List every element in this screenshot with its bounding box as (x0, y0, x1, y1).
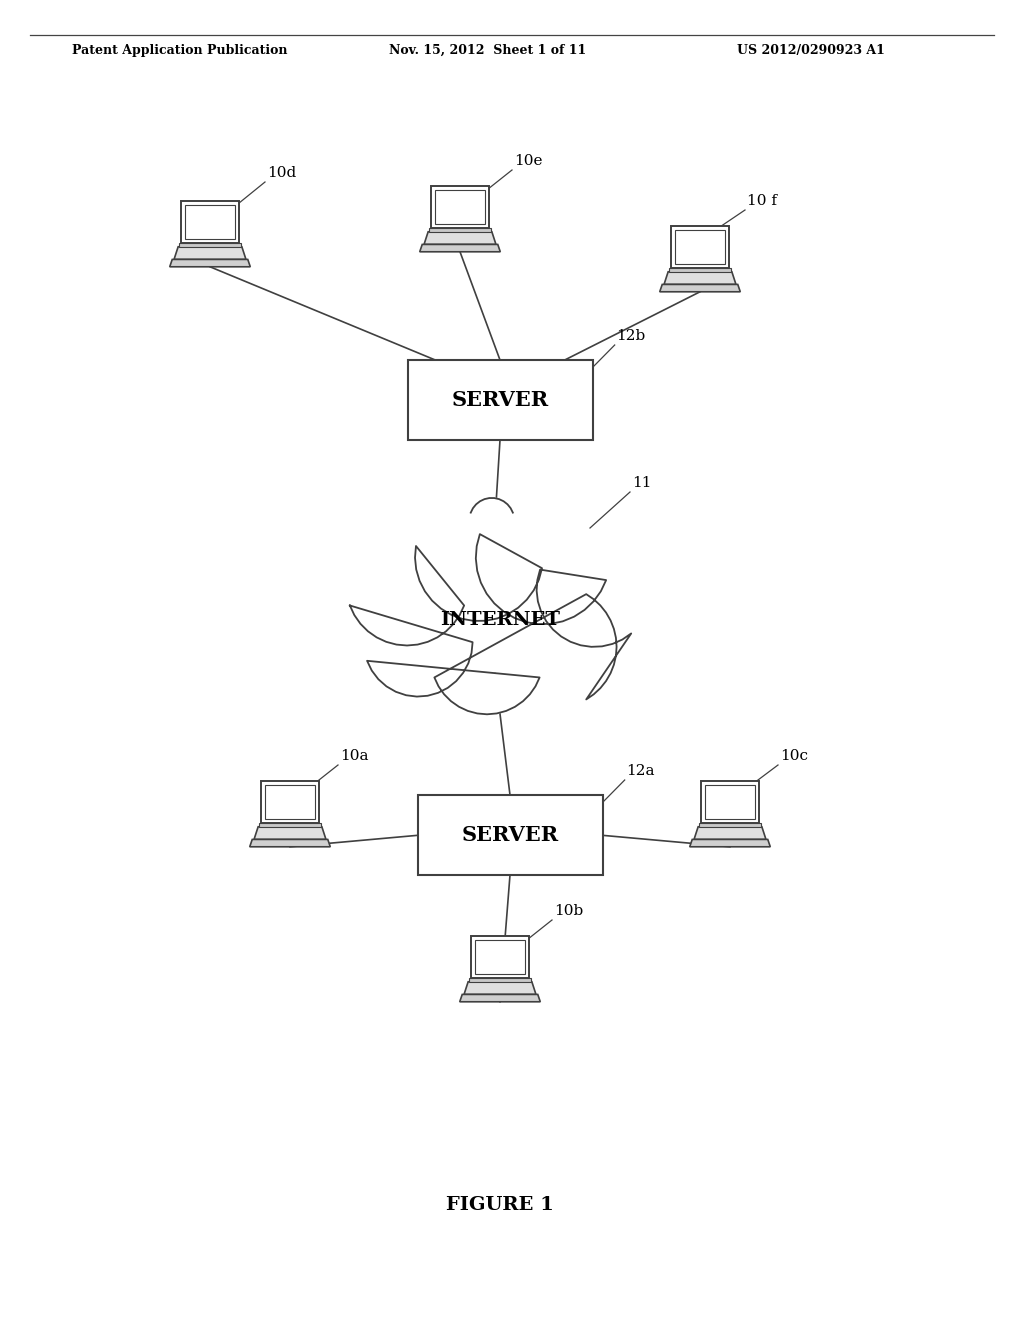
Polygon shape (429, 228, 490, 232)
Polygon shape (694, 826, 766, 840)
Polygon shape (170, 260, 250, 267)
Polygon shape (264, 785, 315, 820)
Polygon shape (259, 824, 321, 826)
Text: 12a: 12a (627, 764, 655, 777)
Polygon shape (664, 272, 736, 284)
Polygon shape (669, 268, 731, 272)
Polygon shape (434, 190, 485, 224)
Polygon shape (179, 243, 241, 247)
Polygon shape (700, 781, 760, 824)
Polygon shape (260, 781, 319, 824)
Polygon shape (174, 247, 246, 260)
Polygon shape (430, 186, 489, 228)
Polygon shape (699, 824, 761, 826)
Polygon shape (350, 535, 631, 714)
Text: US 2012/0290923 A1: US 2012/0290923 A1 (737, 44, 885, 57)
Polygon shape (184, 205, 236, 239)
Text: 10e: 10e (514, 154, 543, 168)
Polygon shape (475, 940, 525, 974)
Polygon shape (471, 498, 514, 535)
Bar (418, 795, 602, 875)
Polygon shape (420, 244, 501, 252)
Text: 10d: 10d (267, 166, 296, 180)
Polygon shape (690, 840, 770, 847)
Polygon shape (424, 232, 496, 244)
Text: INTERNET: INTERNET (440, 611, 560, 630)
Polygon shape (671, 226, 729, 268)
Polygon shape (250, 840, 331, 847)
Text: 11: 11 (632, 477, 651, 490)
Polygon shape (180, 201, 240, 243)
Polygon shape (675, 230, 725, 264)
Polygon shape (659, 284, 740, 292)
Text: 12b: 12b (616, 329, 646, 343)
Text: 10b: 10b (554, 904, 584, 917)
Text: Nov. 15, 2012  Sheet 1 of 11: Nov. 15, 2012 Sheet 1 of 11 (389, 44, 587, 57)
Polygon shape (464, 982, 536, 994)
Bar (408, 360, 593, 440)
Text: FIGURE 1: FIGURE 1 (446, 1196, 554, 1214)
Text: 10c: 10c (780, 748, 808, 763)
Text: SERVER: SERVER (462, 825, 558, 845)
Polygon shape (460, 994, 541, 1002)
Polygon shape (705, 785, 756, 820)
Text: SERVER: SERVER (452, 389, 549, 411)
Polygon shape (254, 826, 326, 840)
Text: 10a: 10a (340, 748, 369, 763)
Polygon shape (469, 978, 531, 982)
Text: Patent Application Publication: Patent Application Publication (72, 44, 287, 57)
Text: 10 f: 10 f (746, 194, 777, 209)
Polygon shape (470, 936, 529, 978)
